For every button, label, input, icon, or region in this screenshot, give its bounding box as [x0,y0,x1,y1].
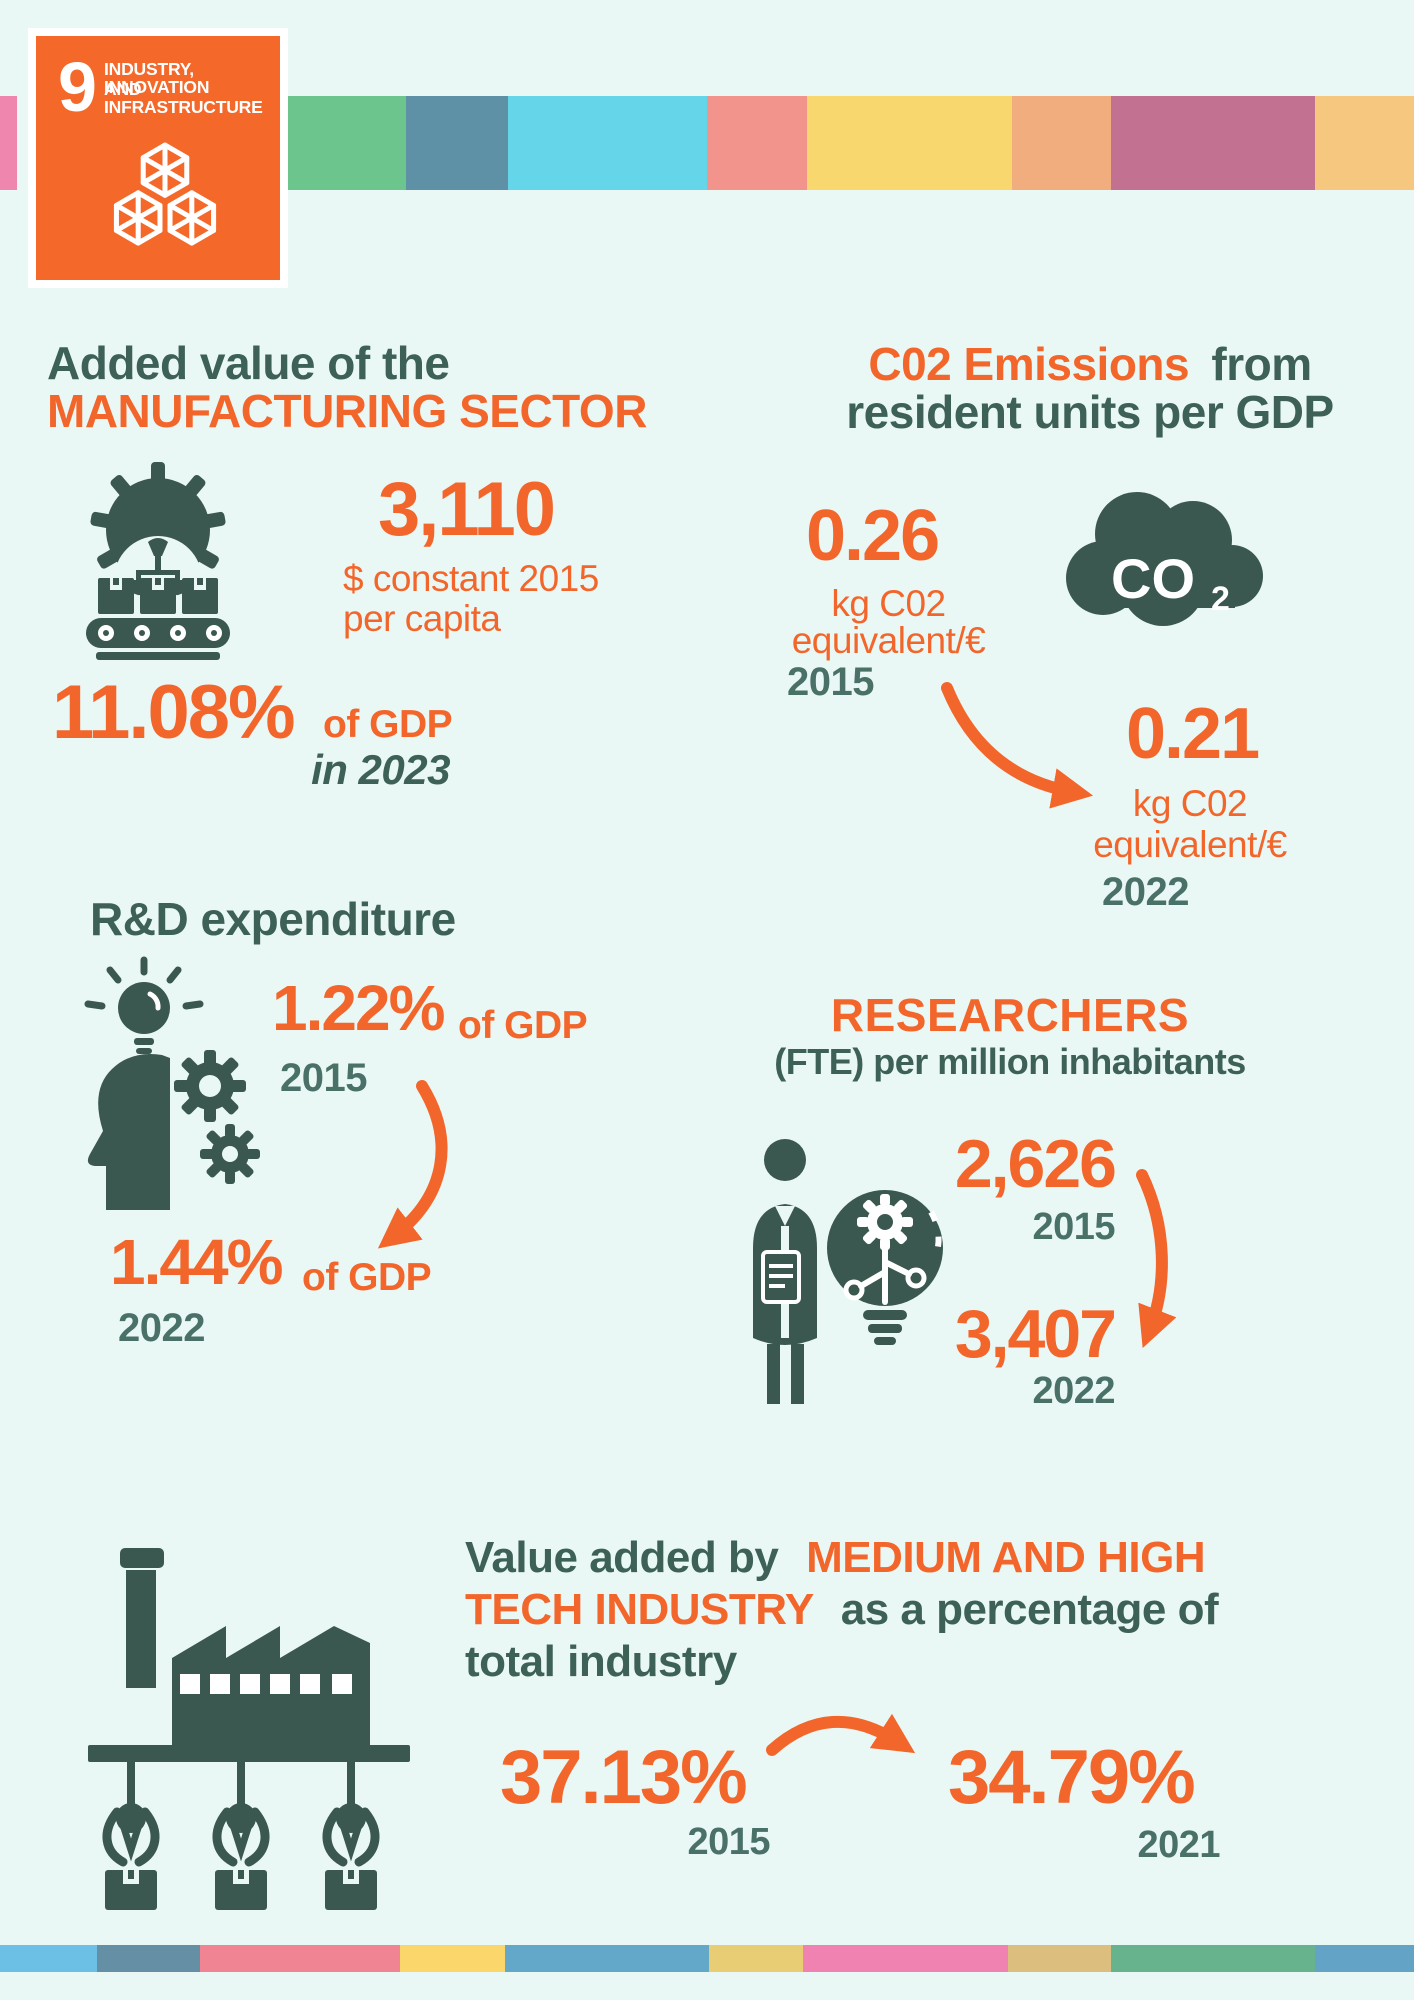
rnd-trend-arrow [377,1080,448,1249]
co2-cloud-label: CO [1111,547,1195,610]
tech-heading-line2: TECH INDUSTRY as a percentage of [465,1584,1275,1636]
stripe-segment [406,96,508,190]
tech-end-year: 2021 [1137,1824,1220,1866]
tech-start-year: 2015 [687,1821,770,1863]
researchers-trend-arrow [1136,1169,1177,1349]
sdg9-title-line2: AND INFRASTRUCTURE [104,79,263,117]
stripe-segment [1008,1945,1111,1972]
rnd-start-unit: of GDP [458,1004,588,1047]
stripe-segment [508,96,707,190]
co2-start-unit2: equivalent/€ [791,620,986,661]
co2-end-year: 2022 [1102,870,1189,914]
researchers-heading: RESEARCHERS [830,989,1190,1041]
rnd-end-year: 2022 [118,1306,205,1350]
stripe-segment [1111,96,1315,190]
stripe-segment [1315,96,1414,190]
researchers-start-year: 2015 [1032,1206,1115,1248]
stripe-segment [1012,96,1111,190]
co2-end-unit2: equivalent/€ [1093,824,1287,865]
manufacturing-heading-plain: Added value of the [47,337,450,389]
manufacturing-unit-line2: per capita [343,598,501,639]
top-color-stripe [0,96,1414,190]
tech-heading-line3: total industry [465,1636,1275,1688]
sdg9-number: 9 [58,48,97,126]
stripe-segment [0,96,17,190]
co2-heading-line2: resident units per GDP [846,386,1334,438]
sdg9-badge-frame: 9 INDUSTRY, INNOVATION AND INFRASTRUCTUR… [28,28,288,288]
co2-cloud-icon: CO 2 [1066,492,1263,626]
stripe-segment [1111,1945,1315,1972]
rnd-end-unit: of GDP [302,1256,432,1299]
sdg9-title-line1: INDUSTRY, INNOVATION [104,59,210,97]
manufacturing-value: 3,110 [378,467,556,552]
researchers-end-year: 2022 [1032,1370,1115,1412]
stripe-segment [505,1945,709,1972]
co2-start-value: 0.26 [806,496,940,576]
manufacturing-gdp-value: 11.08% [52,670,296,755]
tech-heading-line1: Value added by MEDIUM AND HIGH [465,1532,1275,1584]
tech-heading-orange1: MEDIUM AND HIGH [806,1533,1206,1582]
co2-start-unit1: kg C02 [831,583,946,624]
co2-trend-arrow [941,682,1094,809]
cubes-icon [113,142,217,246]
tech-heading-teal3: total industry [465,1637,737,1686]
stripe-segment [97,1945,200,1972]
co2-end-value: 0.21 [1126,694,1260,774]
co2-start-year: 2015 [787,660,874,704]
stripe-segment [709,1945,803,1972]
rnd-start-value: 1.22% [272,972,445,1044]
stripe-segment [287,96,406,190]
stripe-segment [707,96,807,190]
manufacturing-gdp-unit: of GDP [323,703,453,746]
bottom-color-stripe [0,1945,1414,1972]
tech-heading-teal2: as a percentage of [840,1585,1219,1634]
rnd-heading: R&D expenditure [90,893,456,945]
innovation-head-icon [84,956,260,1210]
co2-heading-tail: from [1211,338,1312,390]
factory-claws-icon [88,1548,410,1910]
researchers-subheading: (FTE) per million inhabitants [774,1041,1246,1082]
stripe-segment [0,1945,97,1972]
researchers-end-value: 3,407 [954,1296,1117,1372]
manufacturing-unit-line1: $ constant 2015 [343,558,599,599]
co2-end-unit1: kg C02 [1132,783,1248,824]
tech-start-value: 37.13% [500,1735,748,1820]
tech-trend-arrow [766,1713,916,1756]
manufacturing-gdp-year: in 2023 [311,746,450,793]
co2-heading-highlight: C02 Emissions [868,338,1190,390]
sdg9-badge: 9 INDUSTRY, INNOVATION AND INFRASTRUCTUR… [36,36,280,280]
stripe-segment [200,1945,400,1972]
manufacturing-heading-highlight: MANUFACTURING SECTOR [47,385,647,437]
tech-end-value: 34.79% [948,1735,1196,1820]
tech-heading: Value added by MEDIUM AND HIGH TECH INDU… [465,1532,1275,1688]
rnd-end-value: 1.44% [110,1226,283,1298]
researcher-bulb-icon [753,1139,943,1404]
stripe-segment [400,1945,505,1972]
stripe-segment [803,1945,1008,1972]
stripe-segment [1315,1945,1414,1972]
researchers-start-value: 2,626 [954,1126,1117,1202]
co2-cloud-subscript: 2 [1211,580,1230,618]
rnd-start-year: 2015 [280,1056,367,1100]
tech-heading-teal1: Value added by [465,1533,779,1582]
co2-heading-line1: C02 Emissions from [740,341,1414,387]
stripe-segment [807,96,1012,190]
conveyor-gear-icon [86,462,230,660]
tech-heading-orange2: TECH INDUSTRY [465,1585,813,1634]
